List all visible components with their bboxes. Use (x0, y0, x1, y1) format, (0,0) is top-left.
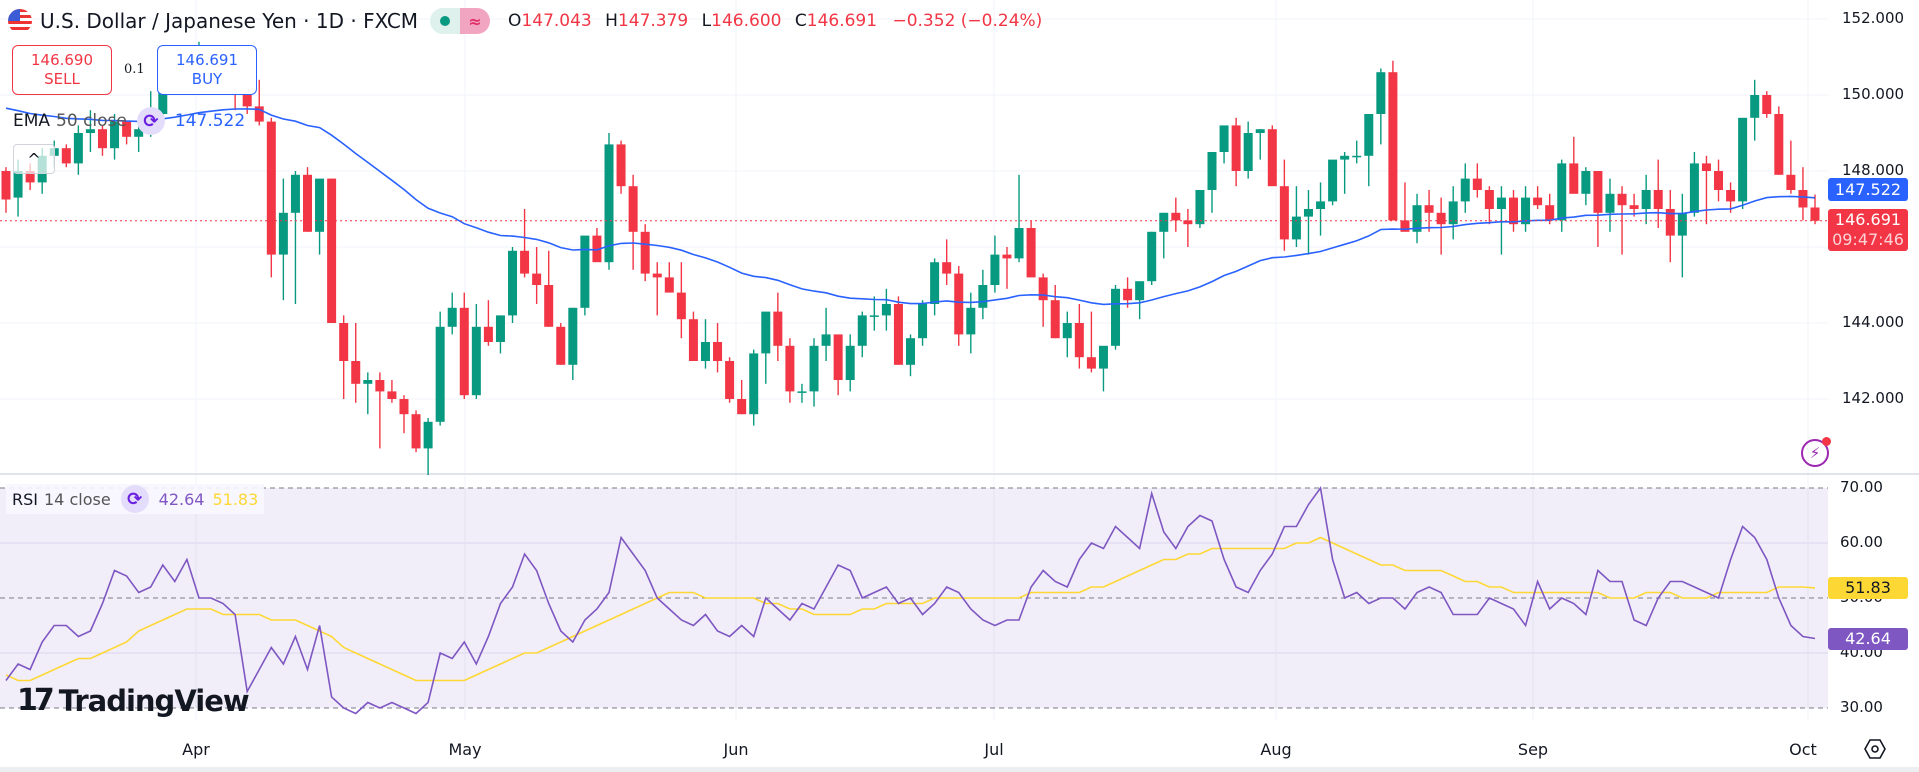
rsi-value: 42.64 (158, 489, 205, 509)
time-tick: Jul (984, 740, 1004, 759)
ema-line (5, 107, 1816, 306)
rsi-line (5, 485, 1816, 715)
rsi-params: 14 close (44, 489, 111, 509)
bar-countdown: 09:47:46 (1832, 230, 1904, 249)
ema-params: 50 close (56, 111, 127, 131)
approx-icon: ≈ (460, 8, 491, 34)
close-value: 146.691 (806, 11, 878, 31)
chart-settings-icon[interactable] (1864, 738, 1886, 760)
status-pill[interactable]: ≈ (430, 8, 491, 34)
tradingview-mark-icon: 17 (17, 683, 55, 718)
time-tick: Apr (182, 740, 210, 759)
bottom-border (0, 767, 1919, 772)
sell-price: 146.690 (30, 51, 94, 69)
open-label: O (508, 11, 522, 31)
refresh-icon[interactable]: ⟳ (136, 107, 165, 135)
buy-label: BUY (191, 70, 223, 88)
time-tick: Sep (1517, 740, 1549, 759)
ohlc-values: O147.043 H147.379 L146.600 C146.691 −0.3… (500, 11, 1042, 31)
rsi-band-lines (0, 487, 1828, 709)
spread-value: 0.1 (124, 62, 145, 77)
price-tick: 152.000 (1842, 9, 1905, 27)
ema-value: 147.522 (174, 111, 246, 131)
rsi-tick: 70.00 (1840, 478, 1883, 496)
ema-price-tag: 147.522 (1828, 178, 1908, 201)
us-flag-icon (8, 9, 32, 33)
high-value: 147.379 (617, 11, 689, 31)
rsi-legend[interactable]: RSI 14 close ⟳ 42.64 51.83 (6, 484, 265, 514)
rsi-ma-line (5, 536, 1816, 682)
tradingview-logo[interactable]: 17 TradingView (17, 683, 250, 718)
low-label: L (701, 11, 712, 31)
time-tick: Jun (723, 740, 749, 759)
rsi-tick: 30.00 (1840, 698, 1883, 716)
price-tick: 148.000 (1842, 161, 1905, 179)
candlestick-series (1, 41, 1820, 475)
refresh-icon[interactable]: ⟳ (120, 485, 149, 513)
tradingview-wordmark: TradingView (58, 683, 250, 718)
symbol-legend: U.S. Dollar / Japanese Yen · 1D · FXCM ≈… (8, 6, 1042, 36)
ema-legend[interactable]: EMA 50 close ⟳ 147.522 (13, 106, 245, 136)
time-tick: Aug (1260, 740, 1292, 759)
rsi-ma-value: 51.83 (212, 489, 259, 509)
rsi-tag: 42.64 (1828, 628, 1908, 650)
time-tick: May (448, 740, 482, 759)
buy-button[interactable]: 146.691 BUY (157, 45, 257, 95)
collapse-legend-button[interactable]: ^ (13, 144, 55, 174)
price-tick: 142.000 (1842, 389, 1905, 407)
last-price-value: 146.691 (1834, 210, 1902, 229)
market-open-dot-icon (430, 8, 461, 34)
rsi-name: RSI (12, 489, 38, 509)
buy-price: 146.691 (175, 51, 239, 69)
open-value: 147.043 (521, 11, 592, 31)
sell-button[interactable]: 146.690 SELL (12, 45, 112, 95)
notification-dot (1822, 437, 1831, 446)
symbol-title[interactable]: U.S. Dollar / Japanese Yen · 1D · FXCM (40, 9, 419, 33)
rsi-tick: 60.00 (1840, 533, 1883, 551)
low-value: 146.600 (711, 11, 782, 31)
last-price-tag: 146.691 09:47:46 (1828, 209, 1908, 251)
sell-label: SELL (44, 70, 80, 88)
time-tick: Oct (1789, 740, 1817, 759)
chevron-up-icon: ^ (27, 149, 41, 169)
price-tick: 144.000 (1842, 313, 1905, 331)
high-label: H (605, 11, 618, 31)
close-label: C (794, 11, 807, 31)
rsi-ma-tag: 51.83 (1828, 577, 1908, 599)
price-tick: 150.000 (1842, 85, 1905, 103)
ema-name: EMA (13, 111, 51, 131)
lightning-icon[interactable]: ⚡ (1801, 439, 1829, 467)
change-value: −0.352 (−0.24%) (892, 11, 1043, 31)
